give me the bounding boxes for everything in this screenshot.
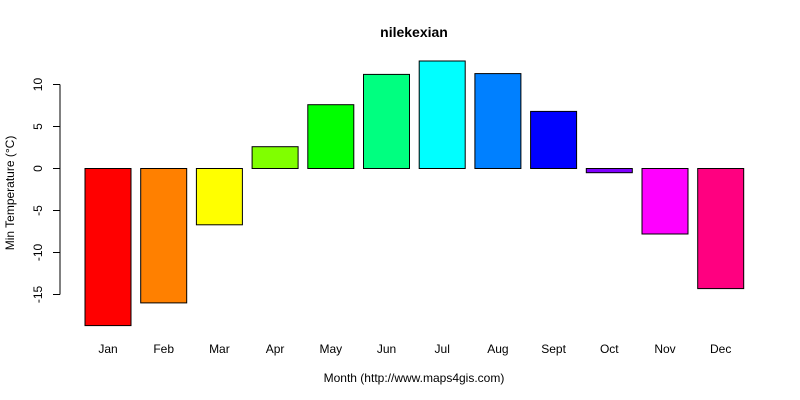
x-tick-label: Jun	[377, 342, 396, 356]
bar-may	[307, 104, 355, 169]
x-tick-label: Sept	[541, 342, 566, 356]
bar-nov	[641, 168, 689, 235]
x-tick-label: Feb	[153, 342, 174, 356]
x-axis-label: Month (http://www.maps4gis.com)	[324, 371, 505, 385]
x-tick-label: Nov	[654, 342, 675, 356]
bar-jul	[418, 60, 466, 169]
x-tick-label: May	[319, 342, 342, 356]
x-tick-label: Oct	[600, 342, 619, 356]
bar-aug	[474, 73, 522, 169]
bars	[84, 60, 745, 327]
x-tick-label: Dec	[710, 342, 731, 356]
chart-title: nilekexian	[380, 24, 448, 40]
x-tick-label: Apr	[266, 342, 285, 356]
y-axis-label: Min Temperature (°C)	[3, 136, 17, 251]
bar-jan	[84, 168, 132, 327]
bar-dec	[697, 168, 745, 290]
y-tick-label: 10	[31, 78, 45, 92]
x-tick-labels: Jan Feb Mar Apr May Jun Jul Aug Sept Oct Nov Dec	[98, 342, 731, 356]
y-axis: 10 5 0 -5 -10 -15	[31, 78, 61, 304]
bar-feb	[140, 168, 188, 304]
y-tick-label: -15	[31, 286, 45, 304]
x-tick-label: Jul	[435, 342, 450, 356]
bar-apr	[251, 146, 299, 169]
y-tick-label: 5	[31, 123, 45, 130]
bar-mar	[195, 168, 243, 226]
x-tick-label: Jan	[98, 342, 117, 356]
bar-jun	[363, 73, 410, 169]
bar-sept	[530, 110, 578, 169]
x-tick-label: Aug	[487, 342, 508, 356]
y-tick-label: -5	[31, 205, 45, 216]
x-tick-label: Mar	[209, 342, 230, 356]
y-tick-label: 0	[31, 165, 45, 172]
bar-oct	[585, 168, 633, 174]
y-tick-label: -10	[31, 244, 45, 262]
